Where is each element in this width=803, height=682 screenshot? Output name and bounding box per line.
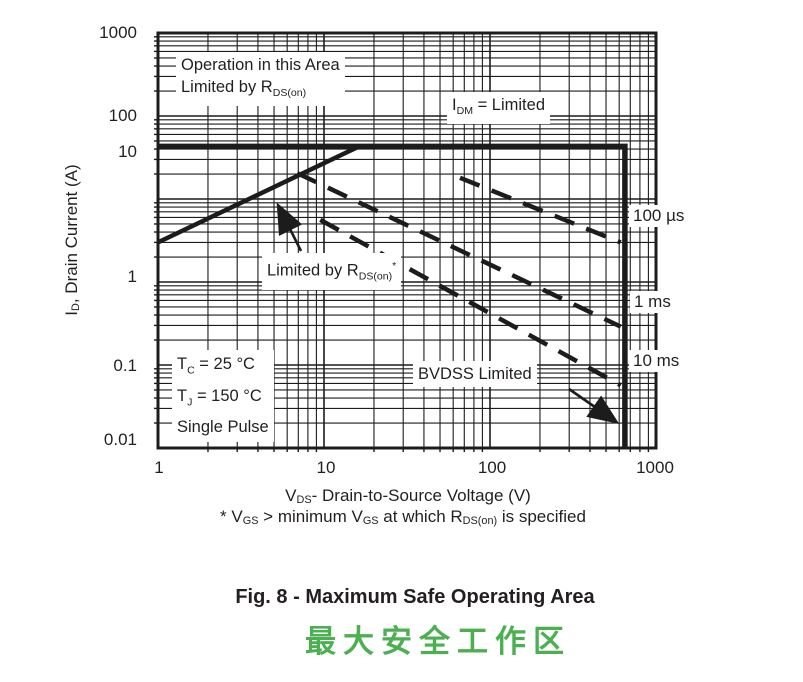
arrow-to-bvdss-line	[568, 387, 620, 424]
annotation-operation-area: Operation in this Area Limited by RDS(on…	[176, 52, 345, 106]
curve-label-100us: 100 µs	[629, 205, 689, 227]
y-tick-0p01: 0.01	[103, 430, 137, 449]
curve-label-1ms: 1 ms	[630, 291, 675, 313]
x-tick-10: 10	[316, 458, 336, 477]
arrow-to-rdson-line	[276, 202, 303, 252]
series-pulse-10ms	[319, 217, 622, 388]
y-tick-100: 100	[108, 106, 137, 125]
x-tick-100: 100	[477, 458, 507, 477]
figure-caption: Fig. 8 - Maximum Safe Operating Area	[235, 586, 595, 608]
series-idm-boundary	[158, 143, 628, 448]
y-tick-1000: 1000	[99, 23, 137, 42]
plot-border	[156, 31, 658, 450]
annotation-test-conditions: TC = 25 °C TJ = 150 °C Single Pulse	[172, 350, 274, 442]
y-tick-1: 1	[127, 267, 137, 286]
x-axis-title: VDS- Drain-to-Source Voltage (V)	[285, 486, 531, 507]
series-rdson-limit	[157, 144, 361, 245]
x-tick-1: 1	[154, 458, 164, 477]
annotation-limited-by-rdson: Limited by RDS(on)*	[262, 253, 402, 290]
y-axis-title: ID, Drain Current (A)	[61, 164, 83, 316]
annotation-idm-limited: IDM = Limited	[447, 92, 550, 124]
y-tick-0p1: 0.1	[113, 356, 137, 375]
curve-label-10ms: 10 ms	[629, 350, 684, 372]
series-pulse-1ms	[296, 171, 622, 329]
x-tick-1000: 1000	[636, 458, 674, 477]
series-pulse-100us	[459, 175, 622, 245]
figure-caption-chinese: 最大安全工作区	[305, 624, 571, 659]
y-tick-10: 10	[118, 142, 137, 161]
annotation-bvdss-limited: BVDSS Limited	[413, 361, 537, 387]
footnote-vgs-condition: * VGS > minimum VGS at which RDS(on) is …	[220, 507, 586, 528]
